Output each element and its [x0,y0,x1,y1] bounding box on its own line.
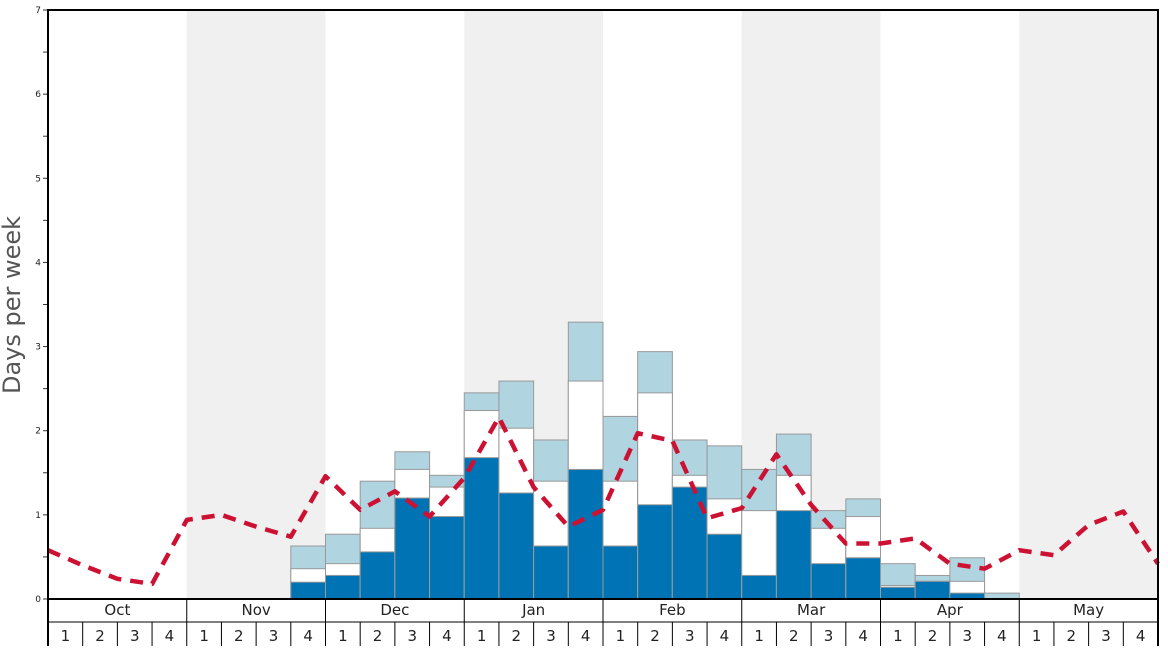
week-label: 4 [581,627,591,645]
y-tick-label: 6 [35,90,41,100]
week-label: 4 [858,627,868,645]
month-label: Nov [241,601,270,619]
week-label: 1 [477,627,487,645]
week-label: 3 [546,627,556,645]
month-bands [186,10,1158,599]
week-label: 4 [1136,627,1146,645]
bar-dark [290,581,326,600]
bar-dark [394,497,431,600]
y-tick-label: 2 [35,427,41,437]
bars [290,321,1020,600]
week-label: 3 [1101,627,1111,645]
bar-dark [359,551,396,600]
x-axis: Oct 1 2 3 4 Nov 1 2 3 4 Dec 1 2 3 4 Jan 1 2 3 4 Feb 1 2 3 4 Mar 1 2… [47,599,1159,646]
trend-line [47,415,1160,587]
week-label: 1 [61,627,71,645]
y-tick-label: 3 [35,343,41,353]
week-label: 2 [1067,627,1077,645]
y-tick-label: 1 [35,511,41,521]
week-label: 2 [512,627,522,645]
week-label: 1 [616,627,626,645]
bar-dark [567,468,604,600]
bar-dark [637,504,673,600]
month-label: Oct [104,601,130,619]
plot-frame [47,9,1159,600]
month-label: Jan [521,601,545,619]
bar-dark [325,574,361,600]
week-label: 2 [234,627,244,645]
y-tick-label: 7 [35,6,41,16]
month-label: Apr [937,601,964,619]
y-tick-label: 5 [35,174,41,184]
month-label: Mar [797,601,826,619]
y-tick-label: 4 [35,258,41,268]
week-label: 4 [303,627,313,645]
bar-dark [429,516,465,600]
bar-dark [602,545,639,600]
week-label: 3 [130,627,140,645]
bar-dark [914,580,951,600]
week-label: 1 [1032,627,1042,645]
bar-dark [845,557,881,600]
week-label: 4 [165,627,175,645]
week-label: 2 [95,627,105,645]
bar-dark [463,457,500,600]
bar-dark [706,533,743,600]
month-label: Feb [659,601,686,619]
week-label: 3 [407,627,417,645]
week-label: 1 [199,627,209,645]
week-label: 1 [338,627,348,645]
week-label: 3 [962,627,972,645]
month-label: May [1073,601,1104,619]
week-label: 3 [269,627,279,645]
week-label: 1 [893,627,903,645]
bar-dark [741,574,777,600]
week-label: 3 [824,627,834,645]
bar-dark [775,510,812,600]
week-label: 2 [789,627,799,645]
week-label: 1 [754,627,764,645]
y-axis: 0 1 2 3 4 5 6 7 [35,6,48,605]
y-axis-label: Days per week [0,216,26,394]
week-label: 2 [928,627,938,645]
week-label: 4 [442,627,452,645]
week-label: 2 [373,627,383,645]
month-band [186,10,326,599]
week-label: 2 [650,627,660,645]
bar-dark [533,545,569,600]
y-tick-label: 0 [35,595,41,605]
bar-dark [498,492,535,600]
bar-dark [880,586,916,600]
month-band [1019,10,1158,599]
trend-line-path [47,415,1160,587]
bar-dark [810,563,847,600]
month-label: Dec [380,601,409,619]
week-label: 4 [720,627,730,645]
week-label: 3 [685,627,695,645]
week-label: 4 [997,627,1007,645]
